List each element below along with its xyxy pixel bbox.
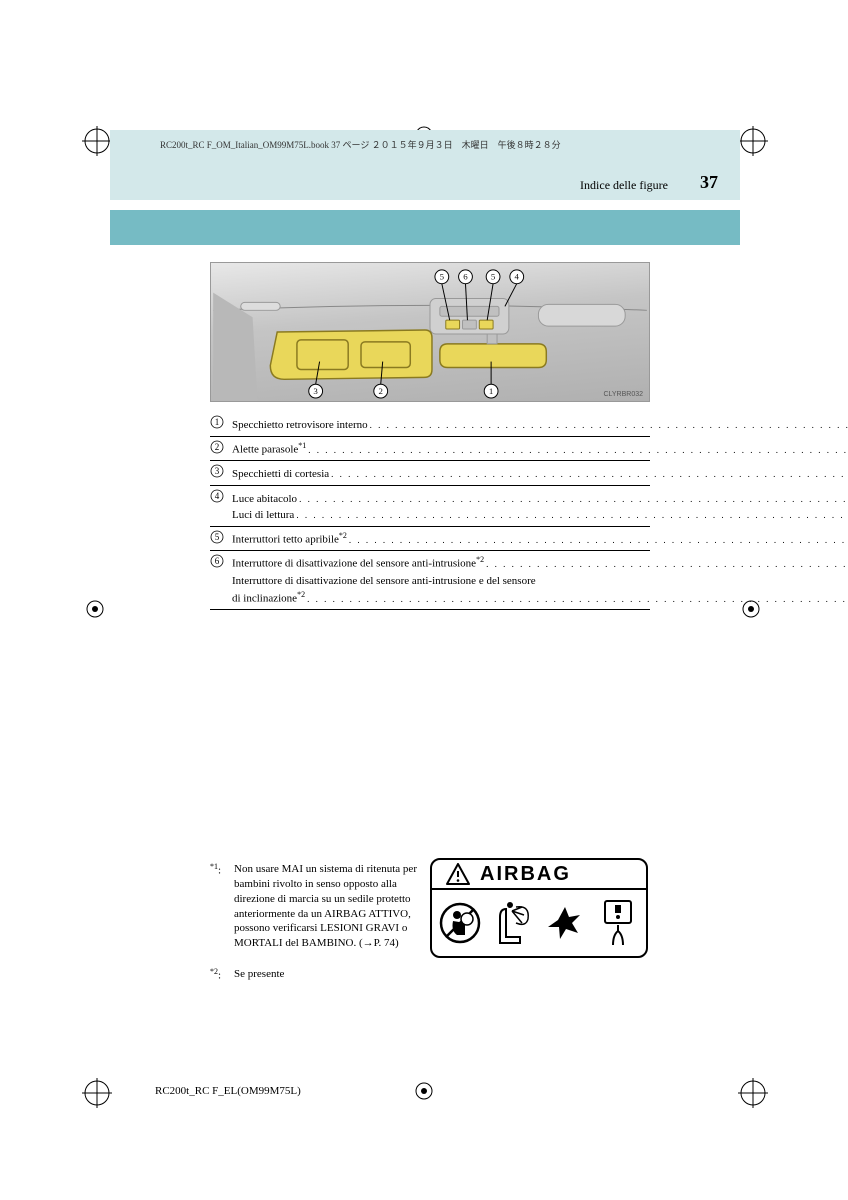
- header-band-dark: [110, 210, 740, 245]
- index-dots: . . . . . . . . . . . . . . . . . . . . …: [329, 468, 848, 482]
- crop-mark-bl: [82, 1078, 112, 1108]
- index-dots: . . . . . . . . . . . . . . . . . . . . …: [297, 493, 848, 507]
- svg-text:2: 2: [378, 386, 382, 396]
- ceiling-figure: 5 6 5 4 3 2 1 CLYRBR032: [210, 262, 650, 402]
- index-row: 4Luce abitacolo. . . . . . . . . . . . .…: [210, 486, 650, 527]
- index-label: di inclinazione*2: [232, 589, 305, 607]
- index-dots: . . . . . . . . . . . . . . . . . . . . …: [306, 444, 848, 458]
- svg-text:3: 3: [215, 466, 220, 476]
- index-label: Luci di lettura: [232, 507, 294, 524]
- page-number: 37: [700, 172, 718, 193]
- svg-text:1: 1: [489, 386, 493, 396]
- figure-index-list: 1Specchietto retrovisore interno. . . . …: [210, 412, 650, 610]
- airbag-manual-icon: [592, 897, 645, 949]
- index-number-icon: 2: [210, 440, 228, 454]
- svg-text:6: 6: [463, 272, 468, 282]
- index-dots: . . . . . . . . . . . . . . . . . . . . …: [368, 419, 848, 433]
- svg-text:5: 5: [440, 272, 445, 282]
- index-number-icon: 3: [210, 464, 228, 478]
- footnote-text: Se presente: [234, 967, 420, 984]
- footnote: *2:Se presente: [210, 967, 420, 984]
- index-label: Luce abitacolo: [232, 491, 297, 508]
- index-label: Interruttore di disattivazione del senso…: [232, 554, 484, 572]
- index-row: 2Alette parasole*1. . . . . . . . . . . …: [210, 437, 650, 462]
- index-label: Specchietti di cortesia: [232, 466, 329, 483]
- index-dots: . . . . . . . . . . . . . . . . . . . . …: [305, 593, 848, 607]
- document-footer: RC200t_RC F_EL(OM99M75L): [155, 1085, 301, 1097]
- index-number-icon: 5: [210, 530, 228, 544]
- index-row: 6 Interruttore di disattivazione del sens…: [210, 551, 650, 610]
- crop-mark-tr: [738, 126, 768, 156]
- index-dots: . . . . . . . . . . . . . . . . . . . . …: [484, 558, 848, 572]
- index-row: 1Specchietto retrovisore interno. . . . …: [210, 412, 650, 437]
- footnotes: *1:Non usare MAI un sistema di ritenuta …: [210, 862, 420, 1000]
- print-metadata: RC200t_RC F_OM_Italian_OM99M75L.book 37 …: [160, 138, 561, 151]
- index-dots: . . . . . . . . . . . . . . . . . . . . …: [347, 534, 848, 548]
- warning-triangle-icon: [446, 863, 470, 885]
- index-label: Interruttori tetto apribile*2: [232, 530, 347, 548]
- crop-mark-br: [738, 1078, 768, 1108]
- svg-text:4: 4: [515, 272, 520, 282]
- airbag-title: AIRBAG: [480, 863, 571, 886]
- svg-text:6: 6: [215, 556, 220, 566]
- index-number-icon: 1: [210, 415, 228, 429]
- svg-text:3: 3: [313, 386, 318, 396]
- index-number-icon: 6: [210, 554, 228, 568]
- svg-text:5: 5: [491, 272, 496, 282]
- airbag-impact-star-icon: [539, 897, 592, 949]
- index-label: Alette parasole*1: [232, 440, 306, 458]
- footnote-text: Non usare MAI un sistema di ritenuta per…: [234, 862, 420, 951]
- airbag-warning-box: AIRBAG: [430, 858, 648, 958]
- index-label: Specchietto retrovisore interno: [232, 417, 368, 434]
- svg-text:5: 5: [215, 532, 220, 542]
- footnote-marker: *2:: [210, 967, 234, 984]
- footnote-marker: *1:: [210, 862, 234, 951]
- index-sublabel: Interruttore di disattivazione del senso…: [232, 573, 848, 590]
- section-title: Indice delle figure: [580, 178, 668, 193]
- figure-code: CLYRBR032: [603, 391, 643, 398]
- svg-text:2: 2: [215, 442, 220, 452]
- airbag-no-rear-child-icon: [434, 897, 487, 949]
- svg-text:1: 1: [215, 417, 220, 427]
- index-number-icon: 4: [210, 489, 228, 503]
- alignment-dot-bottom: [415, 1082, 433, 1100]
- crop-mark-tl: [82, 126, 112, 156]
- index-row: 3Specchietti di cortesia. . . . . . . . …: [210, 461, 650, 486]
- index-row: 5Interruttori tetto apribile*2. . . . . …: [210, 527, 650, 552]
- footnote: *1:Non usare MAI un sistema di ritenuta …: [210, 862, 420, 951]
- airbag-seat-deploy-icon: [487, 897, 540, 949]
- svg-text:4: 4: [215, 491, 220, 501]
- index-dots: . . . . . . . . . . . . . . . . . . . . …: [294, 509, 848, 523]
- alignment-dot-left: [86, 600, 104, 618]
